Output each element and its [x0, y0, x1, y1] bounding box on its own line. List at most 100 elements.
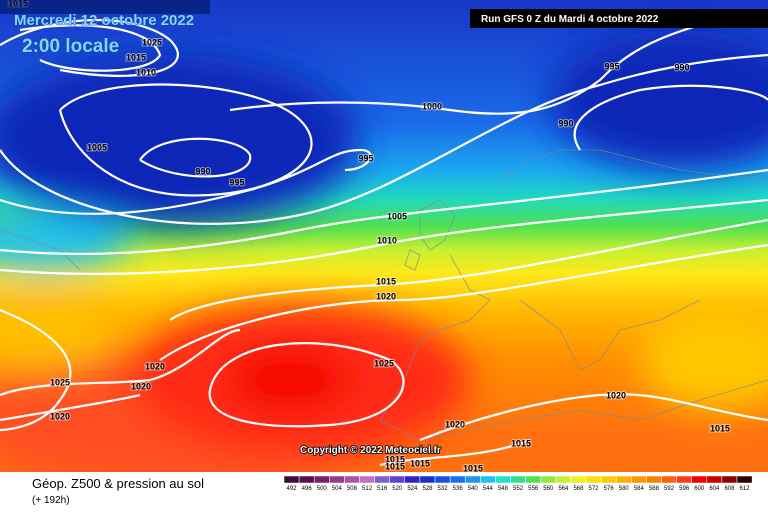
isobar-label: 1000	[422, 101, 442, 111]
scale-label: 508	[347, 486, 358, 492]
scale-swatch	[419, 475, 436, 484]
scale-swatch	[706, 475, 723, 484]
scale-swatch	[585, 475, 602, 484]
scale-label: 568	[573, 486, 584, 492]
scale-label: 588	[649, 486, 660, 492]
scale-label: 564	[558, 486, 569, 492]
copyright: Copyright © 2022 Meteociel.fr	[300, 445, 441, 456]
forecast-date: Mercredi 12 octobre 2022	[14, 12, 194, 29]
scale-swatch	[721, 475, 738, 484]
scale-label: 604	[709, 486, 720, 492]
isobar-label: 995	[604, 61, 619, 71]
scale-swatch	[480, 475, 496, 484]
scale-label: 600	[694, 486, 705, 492]
scale-swatch	[404, 475, 421, 484]
scale-label: 504	[332, 486, 343, 492]
run-banner	[470, 9, 768, 28]
scale-swatch	[449, 475, 466, 484]
scale-label: 492	[287, 486, 298, 492]
isobar-label: 1025	[374, 358, 394, 368]
scale-swatch	[344, 475, 360, 484]
scale-label: 496	[302, 486, 313, 492]
scale-swatch	[434, 475, 451, 484]
scale-label: 576	[604, 486, 615, 492]
scale-label: 516	[377, 486, 388, 492]
isobar-label: 990	[195, 166, 210, 176]
scale-swatch	[570, 475, 587, 484]
isobar-label: 1015	[511, 438, 531, 448]
scale-swatch	[464, 475, 481, 484]
isobar-label: 1015	[385, 461, 405, 471]
scale-label: 548	[498, 486, 509, 492]
scale-swatch	[374, 475, 390, 484]
isobar-label: 1015	[710, 423, 730, 433]
scale-swatch	[676, 475, 692, 484]
scale-label: 540	[468, 486, 479, 492]
forecast-time: 2:00 locale	[22, 36, 119, 57]
scale-label: 572	[589, 486, 600, 492]
isobar-label: 1015	[385, 454, 405, 464]
scale-swatch	[313, 475, 330, 484]
isobar-label: 1025	[50, 377, 70, 387]
run-info: Run GFS 0 Z du Mardi 4 octobre 2022	[481, 14, 659, 25]
scale-swatch	[555, 475, 572, 484]
scale-swatch	[646, 475, 662, 484]
color-scale: 492 496 500 504 508 512 516 520 524 528 532 536 540 5…	[283, 475, 753, 492]
scale-swatch	[615, 475, 632, 484]
scale-swatch	[510, 475, 526, 484]
scale-label: 580	[619, 486, 630, 492]
isobar-label: 1020	[445, 419, 465, 429]
scale-swatch	[329, 475, 345, 484]
scale-label: 560	[543, 486, 554, 492]
footer-lead: (+ 192h)	[32, 495, 70, 506]
scale-swatch	[661, 475, 677, 484]
scale-label: 536	[453, 486, 464, 492]
scale-swatch	[736, 475, 753, 484]
scale-label: 500	[317, 486, 328, 492]
scale-label: 596	[679, 486, 690, 492]
scale-swatch	[298, 475, 315, 484]
scale-label: 584	[634, 486, 645, 492]
isobar-label: 1020	[606, 390, 626, 400]
isobar-label: 990	[558, 118, 573, 128]
isobar-label: 1015	[410, 458, 430, 468]
isobar-label: 1015	[126, 52, 146, 62]
scale-label: 520	[392, 486, 403, 492]
isobar-label: 995	[229, 177, 244, 187]
scale-swatch	[691, 475, 708, 484]
isobar-label: 1020	[131, 381, 151, 391]
coastlines	[0, 149, 768, 441]
scale-swatch	[389, 475, 406, 484]
scale-swatch	[631, 475, 647, 484]
scale-swatch	[283, 475, 300, 484]
isobar-label: 1020	[50, 411, 70, 421]
isobar-label: 1005	[87, 142, 107, 152]
scale-label: 524	[407, 486, 418, 492]
isobar-label: 1025	[142, 37, 162, 47]
isobar-label: 1010	[377, 235, 397, 245]
footer-title: Géop. Z500 & pression au sol	[32, 476, 204, 491]
isobar-label: 1005	[387, 211, 407, 221]
isobar-label: 1010	[136, 67, 156, 77]
scale-swatch	[495, 475, 511, 484]
isobars	[0, 8, 768, 467]
scale-label: 552	[513, 486, 524, 492]
isobar-label: 1015	[463, 463, 483, 473]
scale-label: 556	[528, 486, 539, 492]
isobar-label: 990	[674, 62, 689, 72]
scale-swatch	[540, 475, 557, 484]
scale-label: 512	[362, 486, 373, 492]
scale-label: 608	[724, 486, 735, 492]
scale-label: 544	[483, 486, 494, 492]
scale-swatch	[600, 475, 617, 484]
scale-label: 532	[438, 486, 449, 492]
scale-label: 528	[422, 486, 433, 492]
isobar-label: 1020	[145, 361, 165, 371]
date-backdrop	[0, 0, 210, 14]
scale-label: 612	[740, 486, 751, 492]
isobar-label: 1015	[376, 276, 396, 286]
scale-swatch	[525, 475, 541, 484]
isobar-label: 995	[358, 153, 373, 163]
scale-label: 592	[664, 486, 675, 492]
